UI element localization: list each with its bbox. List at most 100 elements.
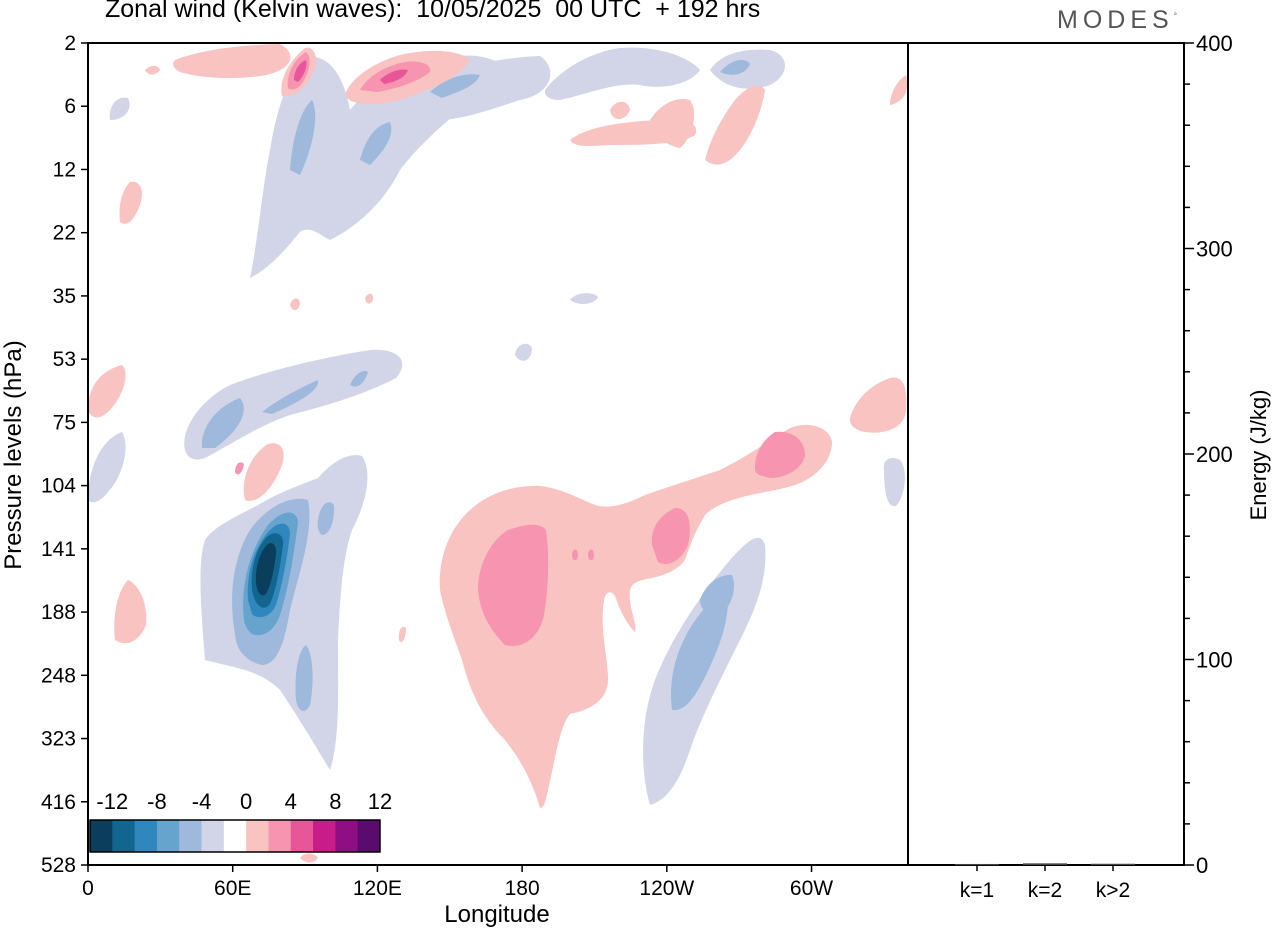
energy-tick-label: 400 — [1196, 31, 1233, 56]
energy-tick-label: 200 — [1196, 442, 1233, 467]
wind-contour — [290, 298, 300, 311]
wind-contour — [235, 462, 244, 475]
wind-contour — [439, 424, 832, 808]
y-tick-label: 22 — [53, 222, 76, 245]
energy-tick-label: 300 — [1196, 237, 1233, 262]
colorbar-label: -8 — [147, 789, 167, 814]
colorbar-swatch — [246, 820, 269, 852]
y-tick-label: 248 — [41, 664, 76, 687]
brand-logo: MODES° — [1057, 6, 1177, 35]
y-tick-label: 104 — [41, 475, 76, 498]
heatmap-plot: -12 -8 -4 0 4 8 12 0 60E 120E 180 120W 60W 2 6 12 22 35… — [0, 32, 909, 928]
colorbar-label: 12 — [368, 789, 392, 814]
wind-contour — [173, 44, 291, 79]
colorbar-swatch — [201, 820, 225, 852]
x-tick-label: 120E — [353, 877, 402, 900]
colorbar-swatch — [134, 820, 158, 852]
wind-contour — [890, 75, 908, 105]
colorbar-swatch — [112, 820, 136, 852]
x-axis: 0 60E 120E 180 120W 60W — [82, 865, 833, 900]
colorbar-label: 8 — [329, 789, 341, 814]
wind-contour — [849, 377, 907, 433]
y-tick-label: 6 — [64, 95, 76, 118]
energy-bar — [1091, 863, 1135, 865]
wind-contour — [109, 97, 130, 120]
y-axis-label: Pressure levels (hPa) — [0, 340, 27, 569]
wind-contour — [710, 49, 785, 89]
y-tick-label: 188 — [41, 601, 76, 624]
wind-contour — [610, 101, 630, 119]
colorbar-frame — [89, 819, 381, 853]
wind-contour — [290, 100, 316, 175]
wind-contour — [317, 502, 335, 535]
wind-contour — [380, 69, 408, 84]
wind-contour — [544, 47, 700, 100]
energy-category-label: k=1 — [960, 879, 994, 902]
wind-contour — [88, 365, 126, 418]
colorbar-swatch — [268, 820, 292, 852]
y-tick-label: 141 — [41, 538, 76, 561]
wind-contour — [700, 574, 735, 615]
colorbar-swatch — [223, 820, 247, 852]
wind-contour — [184, 349, 403, 460]
energy-frame — [907, 42, 1185, 866]
wind-contour — [262, 380, 319, 414]
brand-name: MODES — [1057, 6, 1174, 34]
wind-contour — [294, 60, 307, 82]
wind-contour — [419, 56, 551, 120]
colorbar-swatch — [290, 820, 314, 852]
wind-contour — [145, 65, 160, 75]
energy-y-axis: 0 100 200 300 400 — [1184, 31, 1233, 878]
wind-contour — [705, 85, 765, 165]
colorbar: -12 -8 -4 0 4 8 12 — [89, 789, 392, 853]
energy-x-axis: k=1 k=2 k>2 — [960, 865, 1130, 902]
colorbar-label: -4 — [192, 789, 212, 814]
colorbar-label: 0 — [240, 789, 252, 814]
wind-contour — [883, 458, 905, 507]
wind-contour — [398, 626, 406, 643]
wind-contour — [754, 431, 805, 478]
y-tick-label: 323 — [41, 728, 76, 751]
wind-contour — [588, 549, 594, 561]
wind-contour — [570, 293, 598, 304]
colorbar-label: 4 — [285, 789, 297, 814]
wind-contour — [119, 181, 142, 224]
chart-title: Zonal wind (Kelvin waves): 10/05/2025 00… — [105, 0, 761, 23]
y-tick-label: 416 — [41, 791, 76, 814]
colorbar-swatch — [335, 820, 359, 852]
wind-contour — [650, 99, 695, 148]
wind-contour — [478, 524, 549, 646]
wind-contour — [114, 580, 147, 644]
x-axis-label: Longitude — [444, 901, 549, 928]
wind-contour — [515, 343, 532, 361]
wind-contour — [243, 443, 284, 501]
energy-axis-label: Energy (J/kg) — [1246, 390, 1271, 521]
energy-bar — [955, 863, 999, 866]
colorbar-swatch — [179, 820, 203, 852]
energy-category-label: k=2 — [1028, 879, 1062, 902]
y-axis: 2 6 12 22 35 53 75 104 141 188 248 323 416 528 — [41, 32, 88, 877]
wind-contour — [430, 74, 480, 98]
x-tick-label: 60E — [214, 877, 251, 900]
wind-contour — [670, 596, 728, 711]
wind-contour — [255, 543, 277, 596]
y-tick-label: 75 — [53, 411, 76, 434]
colorbar-swatch — [357, 820, 381, 852]
colorbar-swatch — [90, 820, 113, 852]
x-tick-label: 0 — [82, 877, 94, 900]
y-tick-label: 53 — [53, 348, 76, 371]
x-tick-label: 180 — [505, 877, 540, 900]
energy-tick-label: 0 — [1196, 853, 1208, 878]
wind-contour — [572, 549, 578, 561]
energy-bars — [955, 863, 1135, 866]
brand-mark: ° — [1173, 11, 1177, 21]
energy-bar — [1023, 863, 1067, 865]
wind-contour — [88, 432, 126, 503]
energy-tick-label: 100 — [1196, 648, 1233, 673]
colorbar-swatch — [156, 820, 180, 852]
wind-contour — [720, 59, 750, 75]
wind-contour — [300, 853, 318, 863]
wind-contour — [350, 370, 368, 387]
wind-contour — [295, 645, 313, 712]
